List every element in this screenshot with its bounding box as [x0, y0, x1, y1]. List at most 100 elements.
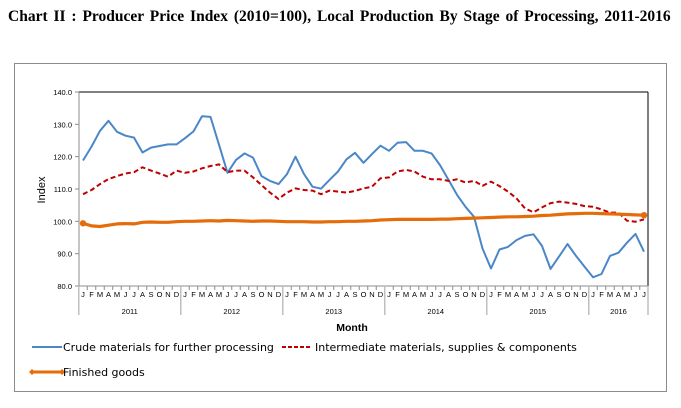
x-tick-label-month: N [165, 290, 170, 299]
x-tick-label-month: J [532, 290, 536, 299]
x-tick-label-month: D [582, 290, 588, 299]
x-tick-label-month: D [480, 290, 486, 299]
x-tick-label-month: A [140, 290, 145, 299]
x-tick-label-month: F [395, 290, 400, 299]
x-tick-label-month: M [607, 290, 613, 299]
x-tick-label-month: S [148, 290, 153, 299]
x-tick-label-month: O [463, 290, 469, 299]
series-line-finished [82, 211, 645, 229]
x-tick-label-month: J [430, 290, 434, 299]
x-tick-label-month: N [369, 290, 374, 299]
x-tick-label-month: J [132, 290, 136, 299]
series-line-crude [82, 115, 645, 279]
x-tick-label-month: J [328, 290, 332, 299]
data-point-finished [79, 220, 87, 227]
x-tick-label-month: N [267, 290, 272, 299]
x-tick-label-month: J [489, 290, 493, 299]
x-tick-label-year: 2011 [122, 307, 138, 316]
x-tick-label-year: 2012 [223, 307, 240, 316]
x-tick-label-month: J [438, 290, 442, 299]
x-tick-label-month: J [285, 290, 289, 299]
x-tick-label-month: S [454, 290, 459, 299]
chart-title: Chart II : Producer Price Index (2010=10… [8, 8, 671, 25]
y-tick-label: 80.0 [57, 282, 72, 291]
y-tick-label: 140.0 [53, 88, 72, 97]
x-tick-label-month: F [497, 290, 502, 299]
x-tick-label-month: S [556, 290, 561, 299]
legend-label-crude: Crude materials for further processing [63, 341, 274, 354]
x-tick-label-year: 2015 [529, 307, 546, 316]
series-layer [79, 115, 648, 279]
x-tick-label-month: J [81, 290, 85, 299]
x-tick-label-month: S [250, 290, 255, 299]
x-tick-label-month: M [624, 290, 630, 299]
y-tick-label: 100.0 [53, 217, 72, 226]
x-tick-label-month: M [522, 290, 528, 299]
x-tick-label-month: D [378, 290, 384, 299]
x-tick-label-month: A [548, 290, 553, 299]
x-tick-label-month: A [208, 290, 213, 299]
x-tick-label-month: M [318, 290, 324, 299]
y-tick-label: 110.0 [54, 185, 72, 194]
x-tick-label-month: F [89, 290, 94, 299]
legend-item-intermediate: Intermediate materials, supplies & compo… [282, 341, 577, 354]
legend-item-crude: Crude materials for further processing [32, 341, 274, 354]
x-tick-label-month: J [124, 290, 128, 299]
y-tick-label: 120.0 [53, 153, 72, 162]
x-tick-label-month: A [310, 290, 315, 299]
x-tick-label-month: D [276, 290, 282, 299]
x-tick-label-month: O [565, 290, 571, 299]
legend-label-finished: Finished goods [63, 366, 145, 379]
x-tick-label-month: F [191, 290, 196, 299]
x-tick-label-month: A [344, 290, 349, 299]
x-tick-label-year: 2013 [325, 307, 342, 316]
x-tick-label-month: F [293, 290, 298, 299]
x-tick-label-month: A [446, 290, 451, 299]
x-tick-label-year: 2014 [427, 307, 444, 316]
x-tick-label-month: A [106, 290, 111, 299]
x-tick-label-month: O [157, 290, 163, 299]
x-tick-label-month: D [174, 290, 180, 299]
legend-label-intermediate: Intermediate materials, supplies & compo… [315, 341, 577, 354]
legend-item-finished: Finished goods [29, 366, 145, 379]
x-tick-label-month: J [183, 290, 187, 299]
y-tick-label: 130.0 [53, 120, 72, 129]
legend-marker-finished [29, 369, 65, 375]
x-tick-label-month: J [336, 290, 340, 299]
x-tick-label-month: A [412, 290, 417, 299]
x-tick-label-month: M [301, 290, 307, 299]
legend: Crude materials for further processing I… [29, 341, 577, 379]
x-tick-label-month: M [505, 290, 511, 299]
x-tick-label-month: M [216, 290, 222, 299]
x-axis-label: Month [336, 322, 368, 334]
x-tick-label-month: O [361, 290, 367, 299]
y-tick-label: 90.0 [57, 250, 72, 259]
x-tick-label-month: M [97, 290, 103, 299]
x-tick-label-month: A [514, 290, 519, 299]
x-tick-label-month: J [540, 290, 544, 299]
x-tick-label-month: J [226, 290, 230, 299]
x-tick-label-year: 2016 [610, 307, 627, 316]
x-tick-label-month: M [199, 290, 205, 299]
x-tick-label-month: N [573, 290, 578, 299]
x-tick-label-month: M [403, 290, 409, 299]
x-tick-label-month: J [591, 290, 595, 299]
x-tick-label-month: F [599, 290, 604, 299]
chart-frame [14, 63, 667, 392]
x-tick-label-month: N [471, 290, 476, 299]
x-tick-label-month: J [642, 290, 646, 299]
x-tick-label-month: S [352, 290, 357, 299]
x-tick-label-month: J [634, 290, 638, 299]
x-tick-label-month: A [242, 290, 247, 299]
series-line-intermediate [82, 163, 645, 223]
x-tick-label-month: J [387, 290, 391, 299]
data-point-finished [640, 211, 648, 219]
x-tick-label-month: J [234, 290, 238, 299]
x-tick-label-month: O [259, 290, 265, 299]
x-tick-label-month: M [114, 290, 120, 299]
y-axis-label: Index [36, 176, 48, 203]
x-tick-label-month: A [616, 290, 621, 299]
x-tick-label-month: M [420, 290, 426, 299]
